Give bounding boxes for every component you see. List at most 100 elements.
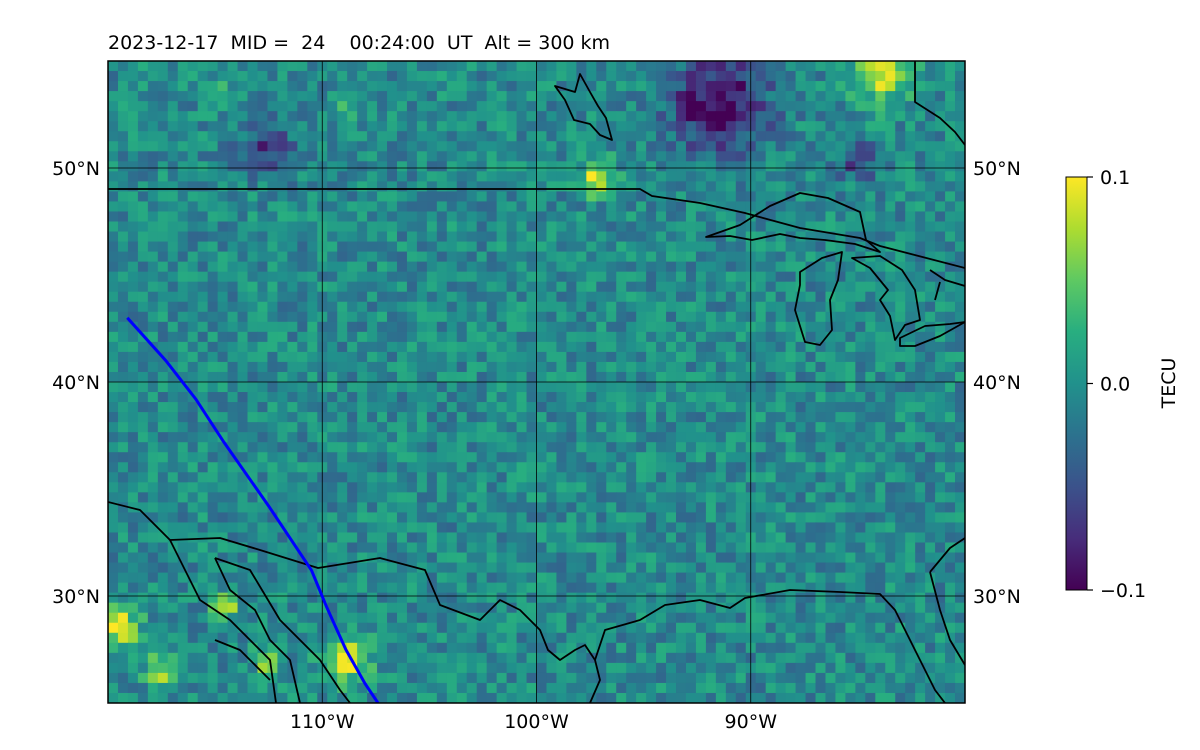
heatmap-cell xyxy=(167,371,179,383)
heatmap-cell xyxy=(426,321,438,333)
heatmap-cell xyxy=(855,101,866,112)
heatmap-cell xyxy=(217,71,229,82)
heatmap-cell xyxy=(676,81,687,92)
heatmap-cell xyxy=(855,151,866,162)
heatmap-cell xyxy=(456,522,468,534)
heatmap-cell xyxy=(377,291,388,303)
heatmap-cell xyxy=(705,131,717,142)
heatmap-cell xyxy=(287,632,298,644)
heatmap-cell xyxy=(755,542,767,554)
heatmap-cell xyxy=(247,402,259,413)
heatmap-cell xyxy=(945,231,956,243)
heatmap-cell xyxy=(616,602,627,614)
heatmap-cell xyxy=(566,101,577,112)
heatmap-cell xyxy=(197,572,209,584)
heatmap-cell xyxy=(576,602,587,614)
heatmap-cell xyxy=(237,141,249,152)
heatmap-cell xyxy=(765,211,777,223)
heatmap-cell xyxy=(446,492,458,503)
heatmap-cell xyxy=(267,622,279,634)
heatmap-cell xyxy=(695,442,707,453)
heatmap-cell xyxy=(387,131,398,142)
heatmap-cell xyxy=(715,281,727,293)
heatmap-cell xyxy=(476,602,488,614)
heatmap-cell xyxy=(217,241,229,253)
heatmap-cell xyxy=(905,572,916,584)
heatmap-cell xyxy=(506,241,518,253)
heatmap-cell xyxy=(516,462,528,473)
heatmap-cell xyxy=(566,622,577,634)
heatmap-cell xyxy=(456,612,468,624)
heatmap-cell xyxy=(546,171,558,182)
heatmap-cell xyxy=(347,382,358,393)
heatmap-cell xyxy=(157,642,169,654)
heatmap-cell xyxy=(426,602,438,614)
heatmap-cell xyxy=(377,61,388,72)
heatmap-cell xyxy=(247,422,259,433)
heatmap-cell xyxy=(695,592,707,604)
heatmap-cell xyxy=(307,81,318,92)
heatmap-cell xyxy=(885,241,896,253)
heatmap-cell xyxy=(825,492,837,503)
heatmap-cell xyxy=(835,371,847,383)
heatmap-cell xyxy=(825,71,837,82)
heatmap-cell xyxy=(695,351,707,363)
heatmap-cell xyxy=(217,392,229,403)
heatmap-cell xyxy=(237,552,249,564)
heatmap-cell xyxy=(137,622,149,634)
heatmap-cell xyxy=(257,382,269,393)
heatmap-cell xyxy=(167,632,179,644)
heatmap-cell xyxy=(895,612,906,624)
heatmap-cell xyxy=(177,452,189,463)
heatmap-cell xyxy=(685,321,697,333)
heatmap-cell xyxy=(436,422,448,433)
heatmap-cell xyxy=(666,81,677,92)
heatmap-cell xyxy=(307,361,318,373)
heatmap-cell xyxy=(117,101,129,112)
heatmap-cell xyxy=(347,492,358,503)
heatmap-cell xyxy=(666,562,677,574)
heatmap-cell xyxy=(247,111,259,122)
heatmap-cell xyxy=(646,191,657,203)
heatmap-cell xyxy=(167,422,179,433)
heatmap-cell xyxy=(785,612,797,624)
heatmap-cell xyxy=(446,532,458,544)
heatmap-cell xyxy=(855,201,866,213)
heatmap-cell xyxy=(127,131,139,142)
heatmap-cell xyxy=(277,131,288,142)
heatmap-cell xyxy=(626,512,637,524)
heatmap-cell xyxy=(207,251,219,263)
heatmap-cell xyxy=(496,301,508,313)
heatmap-cell xyxy=(117,562,129,574)
heatmap-cell xyxy=(396,542,408,554)
heatmap-cell xyxy=(247,522,259,534)
heatmap-cell xyxy=(406,532,418,544)
heatmap-cell xyxy=(705,392,717,403)
heatmap-cell xyxy=(167,71,179,82)
heatmap-cell xyxy=(327,181,338,193)
heatmap-cell xyxy=(297,512,308,524)
heatmap-cell xyxy=(387,572,398,584)
heatmap-cell xyxy=(446,191,458,203)
heatmap-cell xyxy=(406,602,418,614)
heatmap-cell xyxy=(935,562,946,574)
heatmap-cell xyxy=(875,291,886,303)
heatmap-cell xyxy=(626,371,637,383)
heatmap-cell xyxy=(267,382,279,393)
heatmap-cell xyxy=(327,542,338,554)
heatmap-cell xyxy=(596,602,607,614)
heatmap-cell xyxy=(775,361,787,373)
heatmap-cell xyxy=(247,622,259,634)
heatmap-cell xyxy=(197,71,209,82)
heatmap-cell xyxy=(945,582,956,594)
heatmap-cell xyxy=(267,492,279,503)
heatmap-cell xyxy=(596,291,607,303)
heatmap-cell xyxy=(506,141,518,152)
heatmap-cell xyxy=(486,321,498,333)
heatmap-cell xyxy=(705,562,717,574)
heatmap-cell xyxy=(725,472,737,483)
heatmap-cell xyxy=(526,422,538,433)
heatmap-cell xyxy=(476,301,488,313)
heatmap-cell xyxy=(327,382,338,393)
heatmap-cell xyxy=(656,522,667,534)
